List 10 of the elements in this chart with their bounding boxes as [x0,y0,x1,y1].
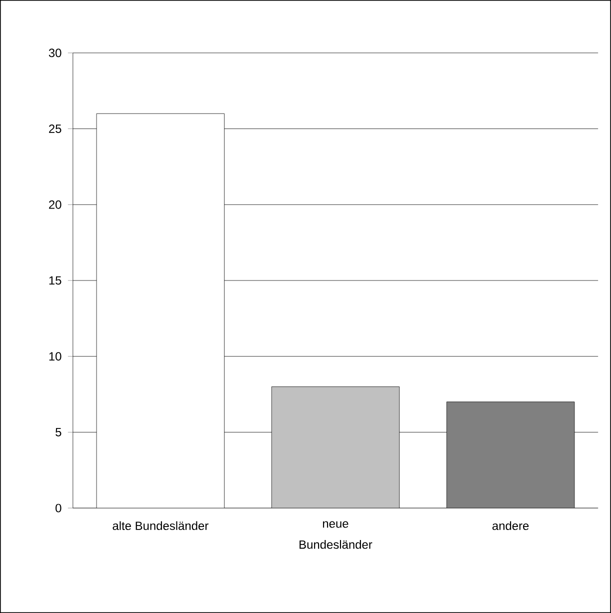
y-tick-label: 20 [49,200,62,209]
y-tick-label: 0 [56,504,62,512]
y-tick-label: 15 [49,276,62,285]
x-tick-label: alte Bundesländer [112,521,208,530]
x-tick-label: andere [492,521,529,530]
x-tick-label: neue Bundesländer [300,521,372,549]
y-tick-label: 10 [49,352,62,361]
y-tick-label: 5 [56,428,62,436]
y-tick-label: 25 [49,124,62,133]
y-tick-label: 30 [48,48,62,58]
